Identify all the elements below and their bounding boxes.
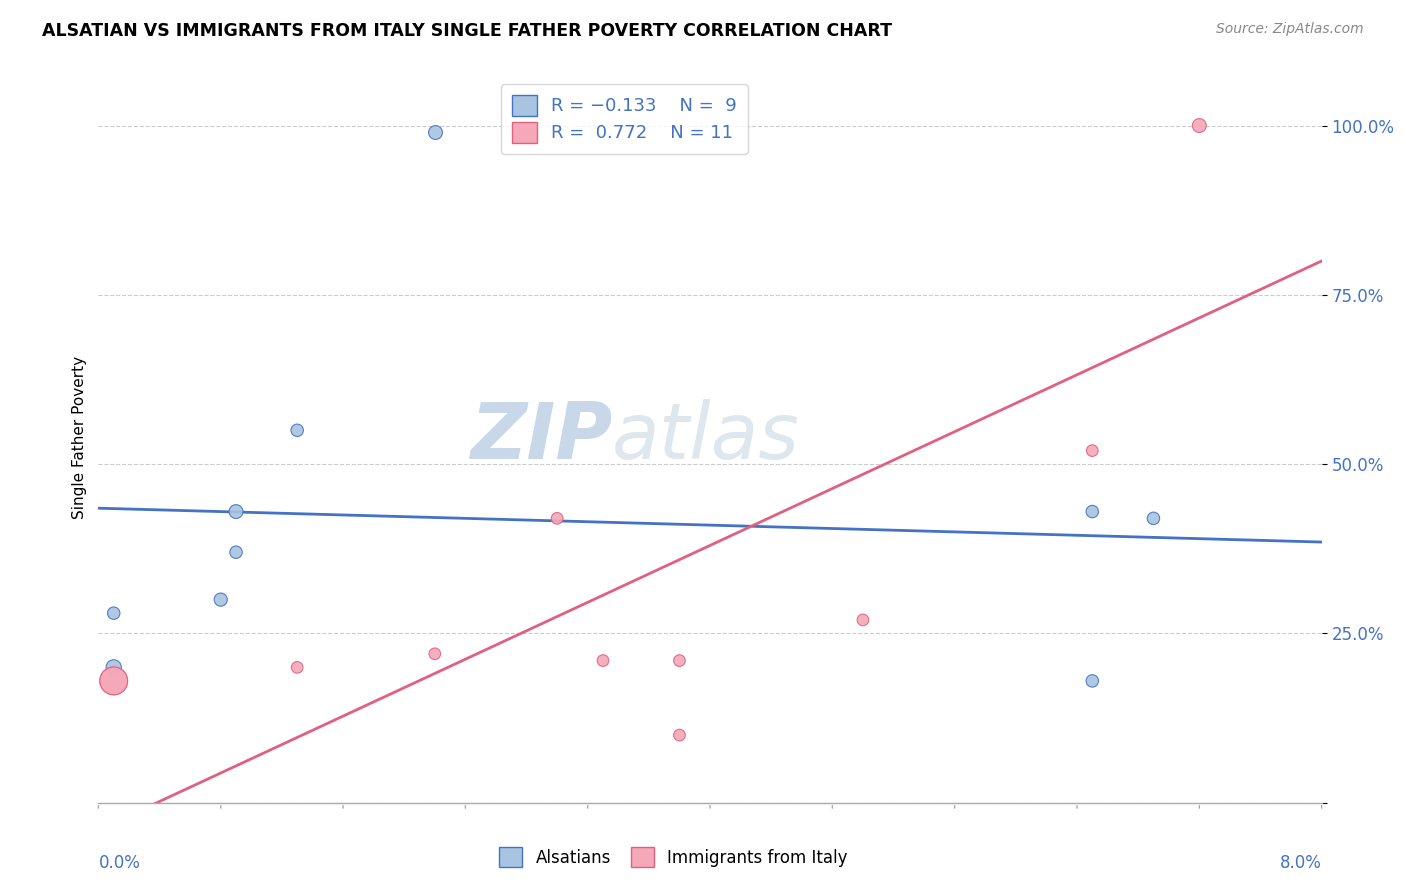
Y-axis label: Single Father Poverty: Single Father Poverty	[72, 356, 87, 518]
Point	[668, 728, 690, 742]
Point	[852, 613, 875, 627]
Point	[225, 505, 247, 519]
Point	[1081, 505, 1104, 519]
Point	[103, 606, 125, 620]
Text: ALSATIAN VS IMMIGRANTS FROM ITALY SINGLE FATHER POVERTY CORRELATION CHART: ALSATIAN VS IMMIGRANTS FROM ITALY SINGLE…	[42, 22, 893, 40]
Point	[103, 660, 125, 674]
Legend: Alsatians, Immigrants from Italy: Alsatians, Immigrants from Italy	[491, 839, 856, 875]
Point	[285, 423, 308, 437]
Point	[1081, 443, 1104, 458]
Text: atlas: atlas	[612, 399, 800, 475]
Point	[285, 660, 308, 674]
Point	[103, 673, 125, 688]
Point	[546, 511, 568, 525]
Text: Source: ZipAtlas.com: Source: ZipAtlas.com	[1216, 22, 1364, 37]
Point	[225, 545, 247, 559]
Point	[209, 592, 232, 607]
Text: 8.0%: 8.0%	[1279, 854, 1322, 872]
Point	[668, 654, 690, 668]
Point	[1142, 511, 1164, 525]
Point	[423, 125, 446, 139]
Point	[1188, 119, 1211, 133]
Text: 0.0%: 0.0%	[98, 854, 141, 872]
Point	[423, 647, 446, 661]
Point	[1081, 673, 1104, 688]
Text: ZIP: ZIP	[470, 399, 612, 475]
Point	[592, 654, 614, 668]
Point	[103, 673, 125, 688]
